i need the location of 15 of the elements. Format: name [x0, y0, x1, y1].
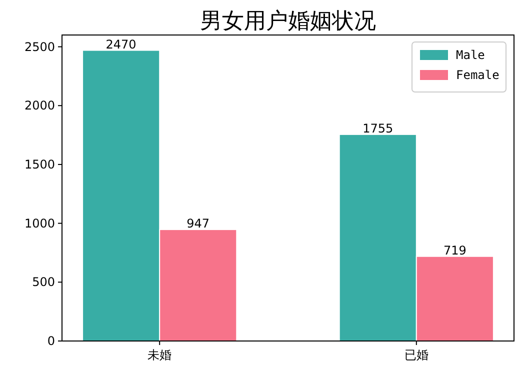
data-label: 1755: [362, 121, 394, 136]
y-tick-label: 500: [32, 275, 55, 290]
data-label: 947: [186, 216, 210, 231]
y-tick-label: 1000: [24, 216, 55, 230]
legend-label: Female: [456, 68, 500, 82]
y-tick-label: 2500: [24, 40, 55, 54]
chart-title: 男女用户婚姻状况: [200, 9, 376, 34]
x-tick-label: 未婚: [148, 348, 172, 362]
data-label: 719: [443, 243, 466, 258]
y-tick-label: 2000: [24, 98, 55, 113]
legend-label: Male: [456, 48, 485, 62]
data-label: 2470: [106, 37, 136, 52]
x-tick-label: 已婚: [404, 348, 428, 362]
y-tick-label: 1500: [24, 157, 55, 172]
y-tick-label: 0: [47, 334, 55, 348]
